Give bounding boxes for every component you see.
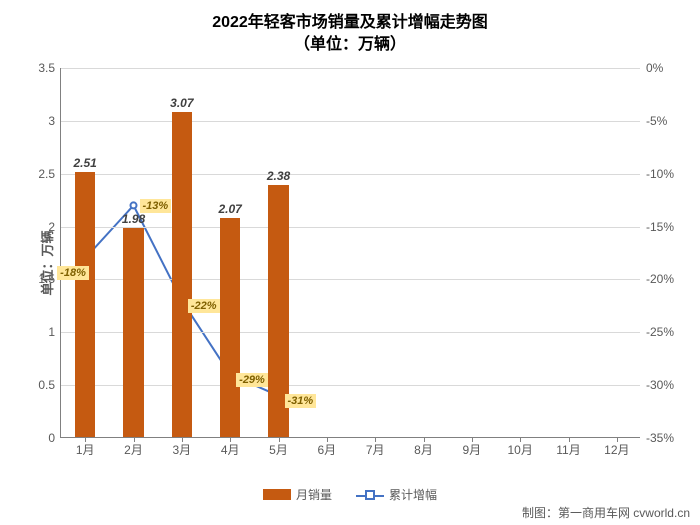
y-right-tick: -30%	[640, 378, 674, 392]
bar	[123, 228, 143, 437]
x-tick-mark	[279, 437, 280, 442]
gridline	[61, 332, 640, 333]
y-right-tick: -15%	[640, 220, 674, 234]
legend-swatch-bar	[263, 489, 291, 500]
plot-area: 00.511.522.533.5-35%-30%-25%-20%-15%-10%…	[60, 68, 640, 438]
y-right-tick: -10%	[640, 167, 674, 181]
line-series-svg	[61, 68, 641, 438]
x-tick-mark	[424, 437, 425, 442]
title-line-1: 2022年轻客市场销量及累计增幅走势图	[0, 12, 700, 34]
bar-value-label: 2.07	[218, 202, 241, 219]
gridline	[61, 174, 640, 175]
x-tick-mark	[230, 437, 231, 442]
x-tick-mark	[520, 437, 521, 442]
x-tick-mark	[85, 437, 86, 442]
line-value-label: -29%	[236, 373, 268, 387]
chart-container: 2022年轻客市场销量及累计增幅走势图 （单位：万辆） 单位：万辆 00.511…	[0, 0, 700, 525]
x-tick-mark	[134, 437, 135, 442]
x-tick-mark	[617, 437, 618, 442]
y-left-tick: 3.5	[38, 61, 61, 75]
gridline	[61, 279, 640, 280]
y-left-tick: 3	[48, 114, 61, 128]
line-value-label: -13%	[140, 199, 172, 213]
line-value-label: -22%	[188, 299, 220, 313]
bar-value-label: 1.98	[122, 212, 145, 229]
x-tick-mark	[182, 437, 183, 442]
y-left-tick: 1	[48, 325, 61, 339]
x-tick-mark	[569, 437, 570, 442]
chart-title: 2022年轻客市场销量及累计增幅走势图 （单位：万辆）	[0, 0, 700, 57]
bar	[75, 172, 95, 437]
footer-credit: 制图：第一商用车网 cvworld.cn	[522, 504, 690, 521]
bar	[172, 112, 192, 437]
y-left-tick: 2	[48, 220, 61, 234]
gridline	[61, 68, 640, 69]
x-tick-mark	[327, 437, 328, 442]
x-tick-mark	[472, 437, 473, 442]
y-right-tick: -5%	[640, 114, 667, 128]
gridline	[61, 385, 640, 386]
bar-value-label: 2.51	[73, 156, 96, 173]
gridline	[61, 121, 640, 122]
y-right-tick: 0%	[640, 61, 663, 75]
gridline	[61, 227, 640, 228]
legend-swatch-line	[356, 489, 384, 501]
y-left-tick: 0	[48, 431, 61, 445]
legend-label-bar: 月销量	[296, 486, 332, 503]
line-value-label: -18%	[57, 266, 89, 280]
title-line-2: （单位：万辆）	[0, 34, 700, 56]
bar-value-label: 3.07	[170, 96, 193, 113]
y-right-tick: -20%	[640, 272, 674, 286]
y-right-tick: -25%	[640, 325, 674, 339]
line-value-label: -31%	[285, 394, 317, 408]
x-tick-mark	[375, 437, 376, 442]
legend-label-line: 累计增幅	[389, 486, 437, 503]
y-right-tick: -35%	[640, 431, 674, 445]
y-left-tick: 0.5	[38, 378, 61, 392]
y-left-tick: 2.5	[38, 167, 61, 181]
bar-value-label: 2.38	[267, 169, 290, 186]
legend-item-bar: 月销量	[263, 486, 332, 503]
legend: 月销量 累计增幅	[0, 486, 700, 503]
legend-item-line: 累计增幅	[356, 486, 437, 503]
bar	[220, 218, 240, 437]
